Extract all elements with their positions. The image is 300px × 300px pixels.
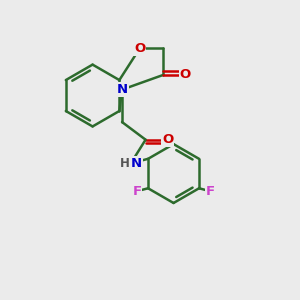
Text: N: N (130, 157, 142, 170)
Text: O: O (180, 68, 191, 81)
Text: O: O (162, 133, 173, 146)
Text: H: H (119, 157, 129, 170)
Text: N: N (116, 83, 128, 96)
Text: O: O (134, 42, 145, 55)
Text: F: F (206, 185, 215, 198)
Text: F: F (132, 185, 141, 198)
